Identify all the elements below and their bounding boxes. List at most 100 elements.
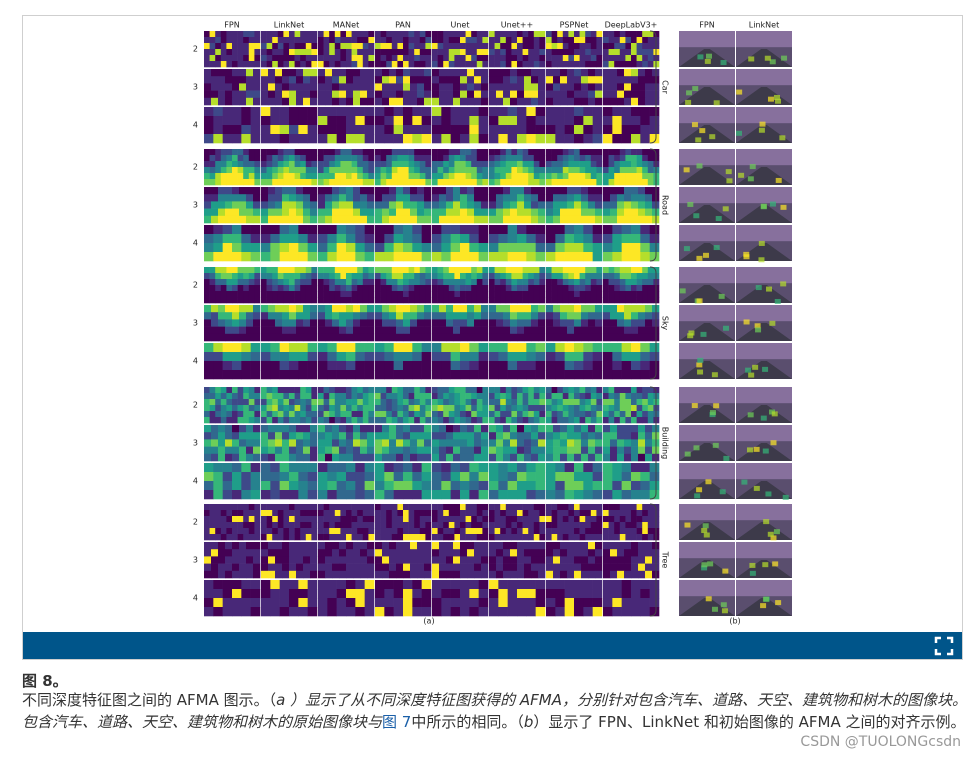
heatmap-cell: [603, 149, 609, 156]
heatmap-cell: [564, 243, 575, 253]
heatmap-cell: [403, 481, 413, 491]
heatmap-cell: [498, 125, 508, 135]
heatmap-cell: [603, 453, 611, 462]
heatmap-cell: [362, 167, 369, 174]
heatmap-cell: [346, 472, 356, 482]
heatmap-cell: [261, 194, 269, 202]
heatmap-cell: [560, 201, 568, 209]
heatmap-cell: [631, 279, 637, 286]
heatmap-cell: [226, 267, 233, 274]
heatmap-cell: [232, 352, 242, 362]
heatmap-cell: [272, 297, 279, 304]
heatmap-cell: [645, 76, 653, 84]
heatmap-cell: [241, 107, 251, 117]
heatmap-cell: [533, 393, 540, 400]
heatmap-cell: [408, 534, 415, 541]
heatmap-cell: [474, 432, 482, 440]
image-highlight: [770, 535, 777, 541]
heatmap-cell: [460, 243, 470, 253]
heatmap-cell: [496, 446, 504, 455]
heatmap-cell: [539, 285, 546, 292]
heatmap-cell: [574, 61, 580, 68]
heatmap-cell: [325, 305, 333, 313]
heatmap-cell: [510, 194, 518, 202]
heatmap-cell: [282, 208, 290, 217]
heatmap-cell: [368, 49, 375, 56]
heatmap: [204, 425, 261, 462]
heatmap-cell: [329, 61, 336, 68]
heatmap-cell: [642, 411, 649, 418]
heatmap-cell: [425, 387, 432, 394]
heatmap-cell: [617, 187, 625, 195]
heatmap-cell: [647, 49, 654, 56]
heatmap-cell: [631, 215, 639, 224]
heatmap-cell: [443, 285, 450, 292]
heatmap-cell: [368, 417, 375, 424]
heatmap-cell: [332, 69, 340, 77]
heatmap-cell: [638, 439, 646, 447]
heatmap-cell: [204, 411, 210, 418]
heatmap-cell: [538, 453, 546, 462]
heatmap-cell: [382, 83, 390, 91]
heatmap-cell: [454, 393, 461, 400]
heatmap-cell: [546, 90, 554, 99]
heatmap-cell: [489, 125, 499, 135]
heatmap-cell: [482, 279, 489, 286]
heatmap-cell: [581, 432, 589, 440]
heatmap-cell: [294, 61, 301, 68]
heatmap-cell: [546, 352, 556, 362]
heatmap-cell: [403, 90, 411, 99]
heatmap-cell: [289, 194, 297, 202]
heatmap-cell: [437, 522, 444, 529]
heatmap-cell: [346, 267, 352, 274]
heatmap-cell: [631, 370, 641, 380]
heatmap-cell: [300, 405, 307, 412]
heatmap-cell: [489, 167, 495, 174]
heatmap-cell: [303, 69, 311, 77]
heatmap-cell: [476, 149, 483, 156]
heatmap-cell: [289, 490, 299, 500]
heatmap-cell: [432, 273, 438, 280]
heatmap-cell: [239, 563, 247, 572]
heatmap-cell: [603, 405, 609, 412]
heatmap-cell: [294, 522, 301, 529]
heatmap-cell: [503, 326, 511, 335]
heatmap-cell: [211, 76, 219, 84]
heatmap: [318, 305, 375, 342]
image-highlight: [715, 216, 722, 222]
heatmap-cell: [375, 116, 385, 126]
heatmap-cell: [218, 542, 226, 550]
heatmap: [432, 542, 489, 579]
heatmap-cell: [305, 43, 312, 50]
heatmap-cell: [218, 556, 226, 564]
heatmap-cell: [465, 267, 472, 274]
heatmap-cell: [489, 297, 495, 304]
heatmap-cell: [465, 291, 472, 298]
heatmap-cell: [357, 417, 364, 424]
heatmap-cell: [439, 208, 447, 217]
heatmap-cell: [360, 425, 368, 433]
heatmap-cell: [232, 432, 240, 440]
heatmap-cell: [596, 516, 603, 523]
heatmap-cell: [517, 173, 523, 180]
heatmap-cell: [225, 215, 233, 224]
heatmap-cell: [425, 61, 432, 68]
heatmap-cell: [279, 125, 290, 135]
heatmap-cell: [289, 125, 299, 135]
heatmap-cell: [289, 361, 299, 371]
heatmap-cell: [220, 173, 227, 180]
heatmap-cell: [507, 352, 518, 362]
heatmap-cell: [596, 31, 603, 38]
image-highlight: [700, 331, 707, 337]
heatmap-cell: [553, 97, 561, 106]
heatmap-cell: [239, 97, 247, 106]
heatmap-cell: [432, 134, 442, 144]
heatmap-cell: [410, 542, 418, 550]
heatmap-cell: [268, 556, 276, 564]
heatmap-cell: [289, 481, 299, 491]
heatmap-cell: [396, 201, 404, 209]
heatmap-cell: [282, 453, 290, 462]
heatmap-cell: [432, 215, 440, 224]
heatmap-cell: [574, 116, 584, 126]
heatmap-cell: [237, 179, 244, 186]
